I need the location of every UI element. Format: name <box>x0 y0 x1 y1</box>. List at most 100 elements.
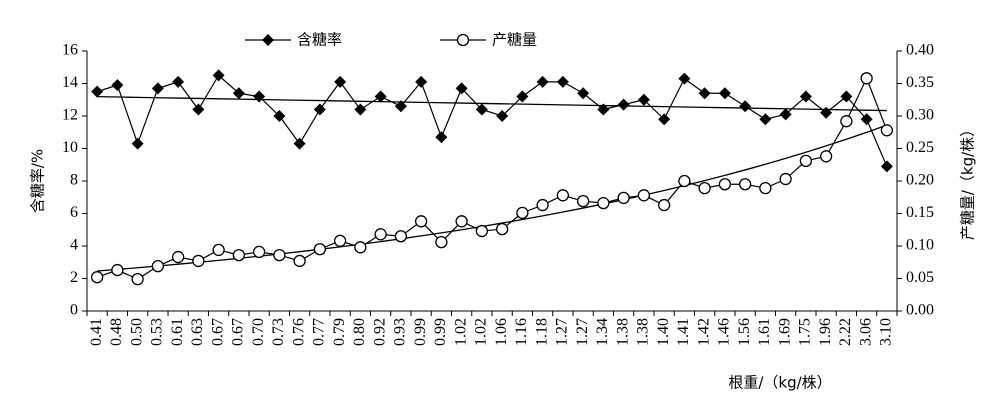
circle-marker <box>536 198 549 212</box>
y2-tick-label: 0.15 <box>906 204 934 221</box>
y-tick-label: 8 <box>70 172 78 189</box>
circle-marker <box>495 222 509 236</box>
y2-tick-label: 0.30 <box>906 107 934 124</box>
x-tick-label: 1.38 <box>614 318 631 346</box>
diamond-marker <box>799 90 812 103</box>
y2-tick-label: 0.05 <box>906 269 934 286</box>
diamond-marker <box>313 103 326 116</box>
y2-tick-label: 0.40 <box>906 42 934 59</box>
y2-tick-label: 0.35 <box>906 74 934 91</box>
diamond-marker <box>637 93 650 106</box>
series-line <box>96 74 888 167</box>
diamond-marker <box>232 87 245 100</box>
circle-marker <box>678 174 691 188</box>
x-tick-label: 0.92 <box>371 318 388 346</box>
circle-marker <box>779 172 792 186</box>
circle-marker <box>516 206 529 220</box>
circle-marker <box>293 254 306 268</box>
circle-marker <box>212 243 225 257</box>
circle-marker <box>576 194 590 208</box>
x-tick-label: 0.41 <box>88 318 105 346</box>
circle-marker <box>819 150 833 163</box>
legend-label: 产糖量 <box>492 31 537 49</box>
x-tick-label: 0.76 <box>290 318 307 346</box>
x-tick-label: 1.75 <box>797 318 814 346</box>
diamond-marker <box>91 85 104 98</box>
circle-marker <box>252 245 266 259</box>
circle-marker <box>354 241 367 254</box>
diamond-marker <box>212 69 225 82</box>
circle-marker <box>414 215 428 228</box>
diamond-marker <box>880 160 893 173</box>
circle-marker <box>759 181 772 195</box>
x-tick-label: 1.18 <box>533 318 550 346</box>
diamond-marker <box>415 75 428 88</box>
x-tick-label: 0.67 <box>209 318 226 346</box>
series-line <box>96 76 888 280</box>
x-tick-label: 0.70 <box>250 318 267 346</box>
circle-marker <box>171 250 185 264</box>
x-tick-label: 1.16 <box>513 318 530 346</box>
x-tick-label: 0.79 <box>331 318 348 346</box>
x-tick-label: 2.22 <box>837 318 854 346</box>
diamond-marker <box>192 103 205 116</box>
y-axis-label: 含糖率/% <box>29 149 47 213</box>
circle-marker <box>192 254 205 268</box>
circle-marker <box>738 178 752 191</box>
diamond-marker <box>435 131 448 144</box>
diamond-marker <box>860 113 873 126</box>
circle-marker <box>151 259 165 273</box>
circle-marker <box>111 263 124 277</box>
y-tick-label: 0 <box>70 302 78 319</box>
diamond-marker <box>597 103 610 116</box>
circle-marker <box>880 124 894 137</box>
x-tick-label: 1.02 <box>452 318 469 346</box>
y2-tick-label: 0.10 <box>906 237 934 254</box>
x-tick-label: 0.61 <box>169 318 186 346</box>
diamond-marker <box>718 87 731 100</box>
circle-marker <box>313 243 327 256</box>
circle-marker <box>698 181 711 195</box>
circle-marker <box>394 230 408 243</box>
circle-marker <box>617 191 630 205</box>
circle-marker <box>637 189 651 202</box>
x-tick-label: 1.02 <box>473 318 490 346</box>
x-tick-label: 0.73 <box>270 318 287 346</box>
circle-marker <box>597 196 610 210</box>
y-tick-label: 6 <box>70 204 78 221</box>
x-tick-label: 1.46 <box>716 318 733 346</box>
circle-marker <box>333 234 347 247</box>
circle-marker <box>657 198 671 212</box>
diamond-marker <box>779 108 792 121</box>
y2-tick-label: 0.25 <box>906 139 934 156</box>
x-tick-label: 1.34 <box>594 318 611 346</box>
circle-marker <box>273 248 286 262</box>
y-tick-label: 10 <box>62 139 78 156</box>
diamond-marker <box>293 137 306 150</box>
circle-marker <box>475 224 489 238</box>
circle-marker <box>374 228 387 241</box>
x-tick-label: 0.80 <box>351 318 368 346</box>
circle-marker <box>455 215 468 228</box>
diamond-marker <box>577 87 590 100</box>
diamond-marker <box>556 75 569 88</box>
y-tick-label: 2 <box>70 269 78 286</box>
x-tick-label: 0.67 <box>230 318 247 346</box>
diamond-marker <box>131 137 144 150</box>
diamond-marker <box>516 90 529 103</box>
x-tick-label: 1.38 <box>635 318 652 346</box>
diamond-marker <box>658 113 671 126</box>
circle-marker <box>840 115 853 128</box>
diamond-marker <box>496 110 509 122</box>
circle-marker <box>556 189 570 202</box>
x-tick-label: 1.42 <box>695 318 712 346</box>
diamond-marker <box>172 75 185 88</box>
diamond-marker <box>262 34 274 46</box>
diamond-marker <box>840 90 853 103</box>
diamond-marker <box>253 90 266 103</box>
x-tick-label: 1.27 <box>554 318 571 346</box>
y2-tick-label: 0.20 <box>906 172 934 189</box>
trend-line <box>97 96 887 112</box>
x-tick-label: 0.50 <box>128 318 145 346</box>
y2-tick-label: 0.00 <box>906 302 934 319</box>
